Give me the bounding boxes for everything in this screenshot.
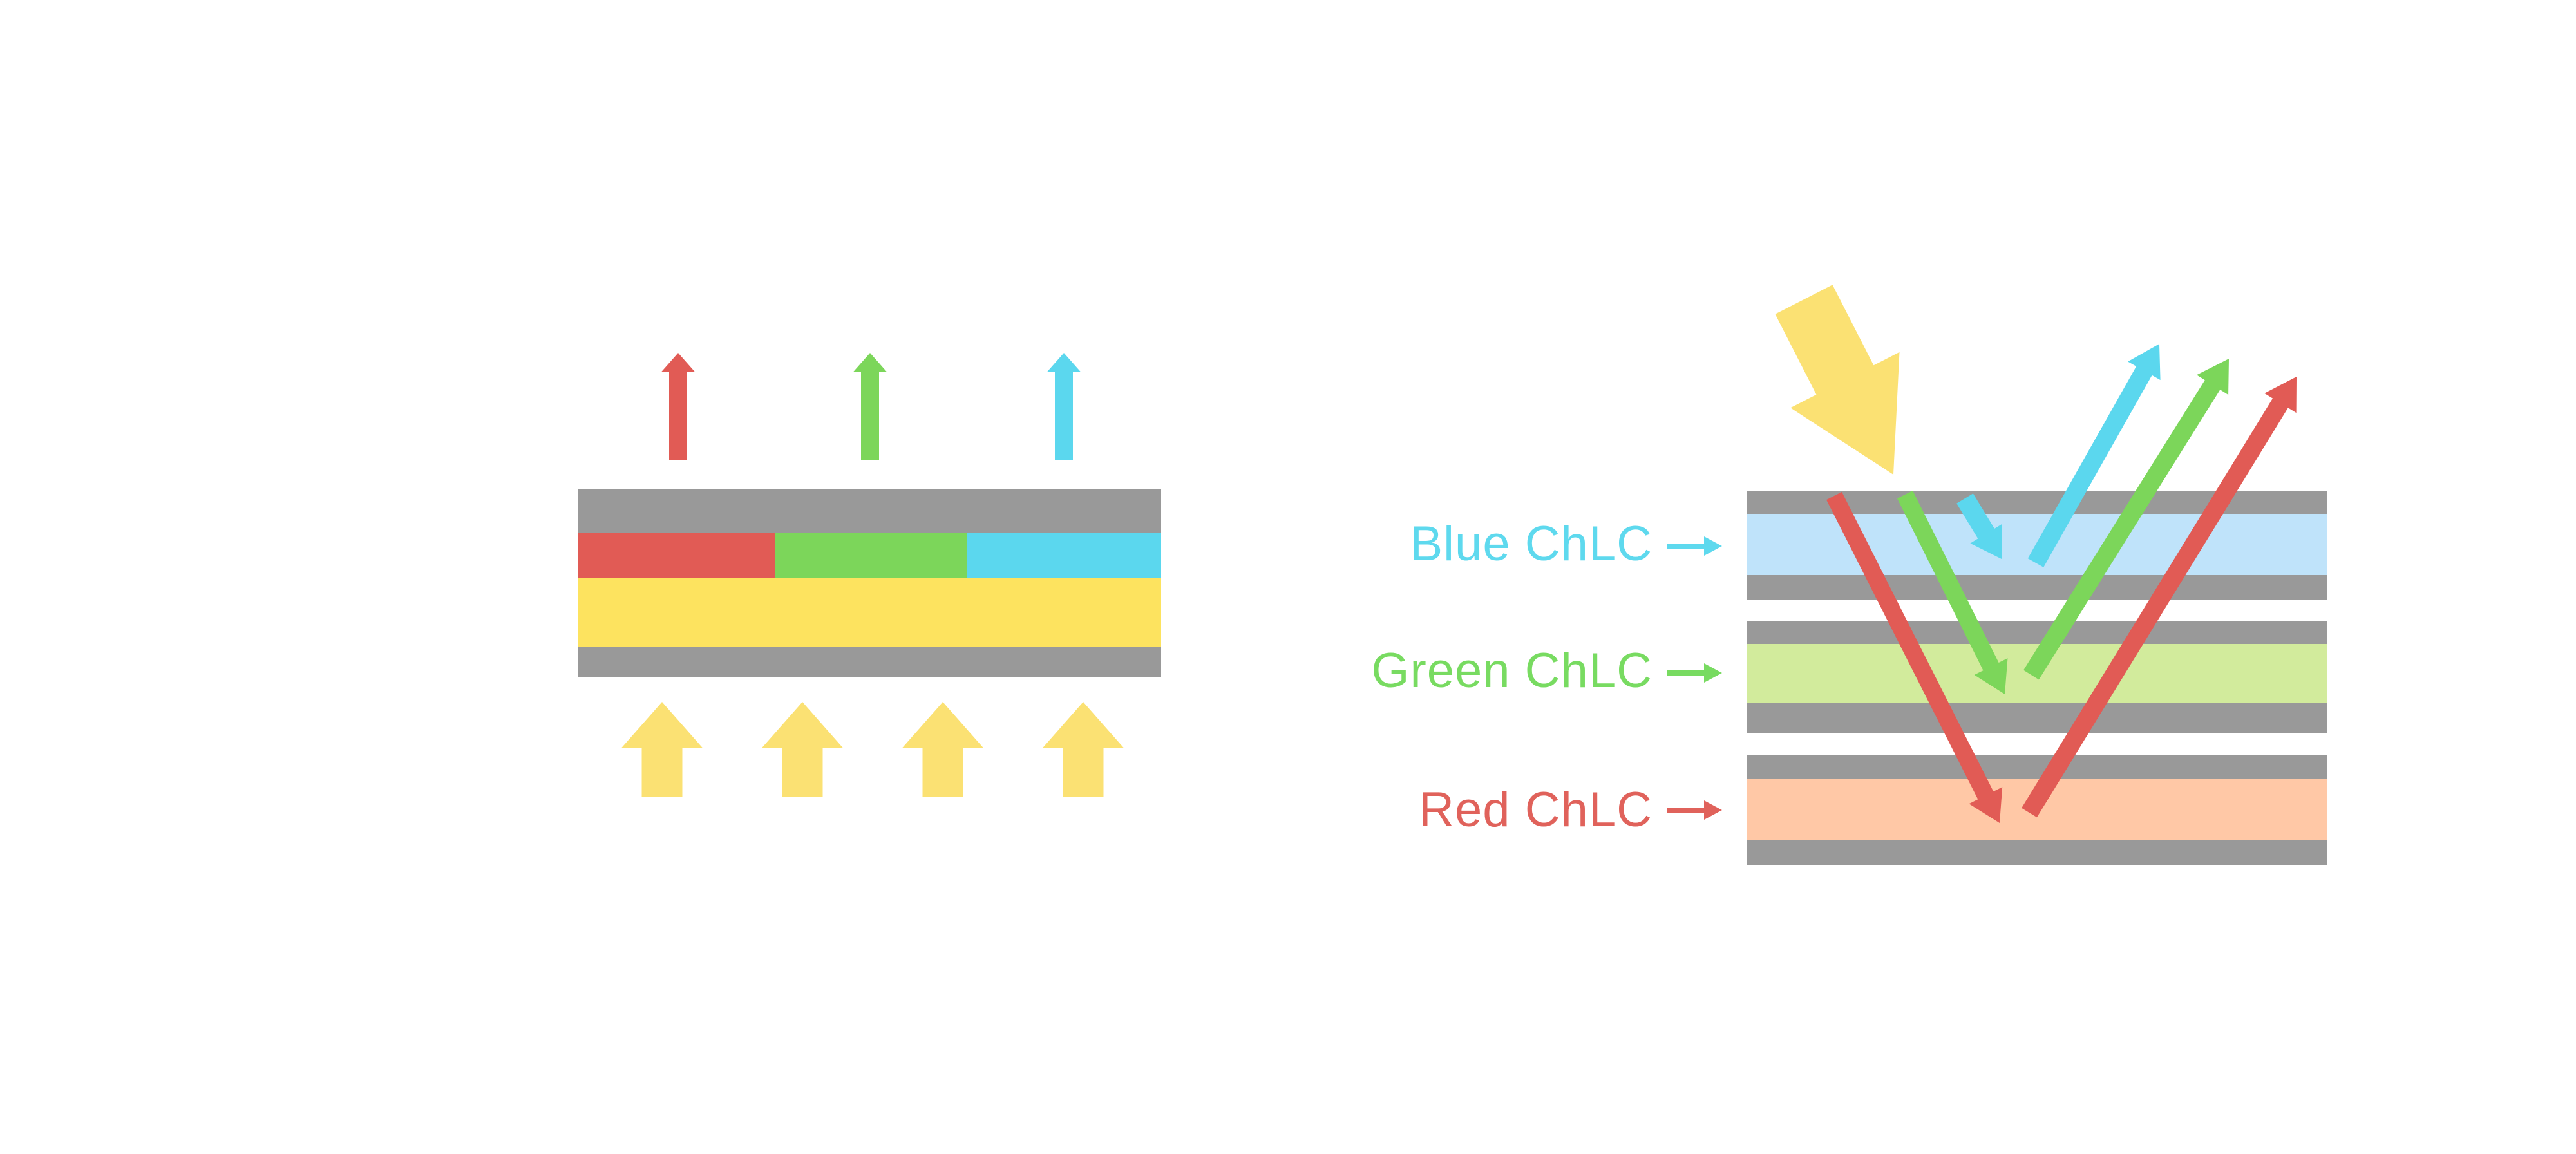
left-backlight-arrow-3 (902, 702, 984, 797)
right-diagram-light-rays (1775, 285, 2297, 823)
red-ray-reflected (2022, 377, 2297, 818)
left-red-segment (578, 533, 775, 578)
left-diagram-emitted-arrows (661, 353, 1081, 460)
left-emitted-cyan-arrow (1046, 353, 1081, 460)
label-blue-chlc: Blue ChLC (1410, 516, 1653, 571)
incident-white-light-arrow (1775, 285, 1900, 475)
cyan-ray-reflected (2027, 344, 2161, 567)
label-arrow-red (1667, 800, 1722, 820)
left-emitted-red-arrow (661, 353, 696, 460)
green-ray-reflected (2023, 359, 2229, 680)
right-red-cell-top-substrate (1747, 755, 2327, 779)
left-backlight-arrow-4 (1042, 702, 1124, 797)
left-emitted-green-arrow (853, 353, 887, 460)
label-arrow-green (1667, 663, 1722, 683)
left-green-segment (775, 533, 967, 578)
left-cyan-segment (967, 533, 1161, 578)
cyan-ray-down (1956, 493, 2002, 559)
left-top-substrate (578, 489, 1161, 533)
right-diagram-label-arrows (1667, 536, 1722, 820)
right-diagram-labels: Blue ChLC Green ChLC Red ChLC (1371, 516, 1653, 837)
left-diagram-layers (578, 489, 1161, 677)
left-bottom-substrate (578, 647, 1161, 677)
label-red-chlc: Red ChLC (1419, 782, 1653, 837)
label-green-chlc: Green ChLC (1371, 643, 1653, 698)
left-diagram-backlight-arrows (621, 702, 1124, 797)
right-red-cell-bottom-substrate (1747, 840, 2327, 865)
right-green-cell-bottom-substrate (1747, 703, 2327, 733)
left-yellow-layer (578, 578, 1161, 647)
left-backlight-arrow-2 (761, 702, 844, 797)
right-green-cell-top-substrate (1747, 621, 2327, 644)
red-ray-down (1826, 491, 2003, 823)
label-arrow-blue (1667, 536, 1722, 556)
green-ray-down (1897, 491, 2008, 694)
right-blue-cell-bottom-substrate (1747, 575, 2327, 600)
left-backlight-arrow-1 (621, 702, 703, 797)
